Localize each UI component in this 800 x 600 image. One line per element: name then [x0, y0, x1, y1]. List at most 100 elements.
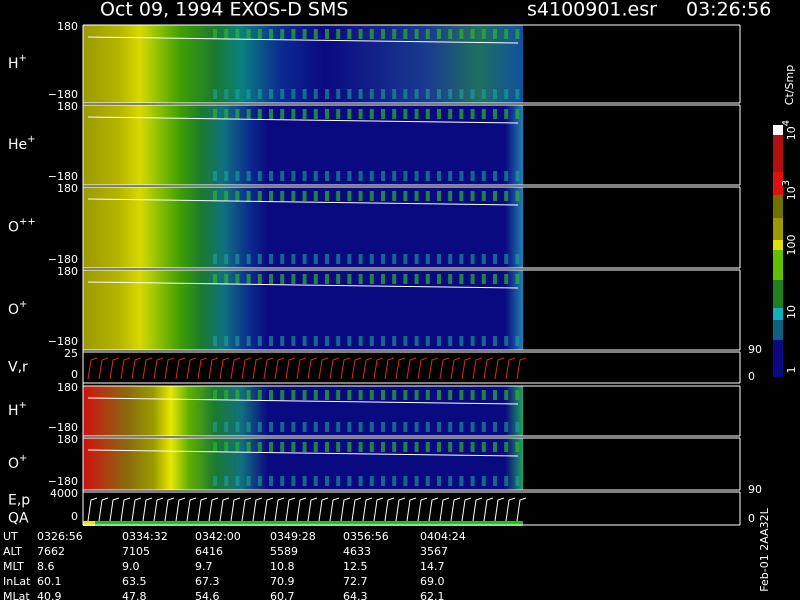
spectrogram-streak: [437, 109, 441, 119]
colorbar-swatch: [773, 172, 783, 195]
spectrogram-streak: [246, 171, 251, 181]
spectrogram-streak: [347, 89, 352, 99]
spectrogram-streak: [246, 89, 251, 99]
spectrogram-streak: [302, 254, 307, 264]
spectrogram-streak: [257, 336, 262, 346]
spectrogram-streak: [381, 442, 385, 452]
spectrogram-streak: [302, 171, 307, 181]
spectrogram-streak: [504, 191, 509, 201]
spectrogram-streak: [313, 29, 318, 39]
spectrogram-streak: [504, 476, 509, 486]
cell: 0349:28: [270, 530, 316, 543]
spectrogram-streak: [437, 442, 441, 452]
spectrogram-streak: [257, 390, 262, 400]
spectrogram-streak: [448, 274, 453, 284]
spectrogram-streak: [369, 422, 374, 432]
spectrogram-streak: [302, 422, 307, 432]
spectrogram-streak: [403, 336, 408, 346]
spectrogram-streak: [358, 171, 363, 181]
spectrogram-streak: [414, 109, 419, 119]
colorbar-swatch: [773, 340, 783, 377]
spectrogram-streak: [493, 171, 497, 181]
spectrogram-streak: [235, 390, 240, 400]
spectrogram-streak: [515, 171, 520, 181]
cell: 7662: [37, 545, 65, 558]
spectrogram-streak: [414, 274, 419, 284]
spectrogram-streak: [291, 191, 296, 201]
trace: [87, 357, 527, 380]
row-label: UT: [3, 530, 18, 543]
spectrogram-streak: [369, 336, 374, 346]
spectrogram-streak: [448, 390, 453, 400]
spectrogram-streak: [504, 171, 509, 181]
y2-tick-label: 0: [748, 512, 755, 525]
spectrogram-streak: [392, 274, 397, 284]
spectrogram-streak: [269, 191, 273, 201]
row-label: ALT: [3, 545, 22, 558]
panel-label: O++: [8, 217, 36, 236]
qa-bar: [95, 521, 523, 526]
panel-label-sup: +: [19, 299, 27, 310]
spectrogram-streak: [269, 109, 273, 119]
spectrogram-streak: [336, 390, 341, 400]
spectrogram-streak: [381, 109, 385, 119]
spectrogram-streak: [369, 254, 374, 264]
spectrogram-streak: [280, 442, 285, 452]
spectrogram-streak: [504, 422, 509, 432]
spectrogram-streak: [257, 171, 262, 181]
spectrogram-streak: [369, 29, 374, 39]
spectrogram-streak: [392, 476, 397, 486]
spectrogram-streak: [313, 254, 318, 264]
colorbar-label-base: 100: [785, 235, 798, 256]
spectrogram-streak: [302, 274, 307, 284]
colorbar-swatch: [773, 218, 783, 240]
y-tick-label: 180: [57, 20, 78, 33]
y2-tick-label: 0: [748, 370, 755, 383]
colorbar-label-base: 10: [785, 305, 798, 319]
spectrogram-streak: [369, 171, 374, 181]
spectrogram-streak: [425, 109, 430, 119]
panel-label-base: V,r: [8, 360, 28, 376]
colorbar-swatch: [773, 240, 783, 250]
spectrogram-streak: [336, 442, 341, 452]
spectrogram-streak: [235, 274, 240, 284]
row-label: InLat: [3, 575, 31, 588]
colorbar-label: 103: [781, 180, 798, 200]
spectrogram-streak: [381, 29, 385, 39]
spectrogram-streak: [313, 336, 318, 346]
spectrogram-streak: [347, 422, 352, 432]
spectrogram-streak: [313, 422, 318, 432]
spectrogram-streak: [213, 109, 217, 119]
spectrogram-streak: [459, 274, 464, 284]
spectrogram-streak: [493, 442, 497, 452]
spectrogram-streak: [459, 89, 464, 99]
spectrogram-streak: [414, 390, 419, 400]
panel-label: QA: [8, 511, 29, 527]
file-name: s4100901.esr: [527, 0, 657, 21]
spectrogram-streak: [213, 171, 217, 181]
spectrogram-streak: [481, 109, 486, 119]
cell: 5589: [270, 545, 298, 558]
spectrogram-streak: [403, 109, 408, 119]
spectrogram-streak: [235, 171, 240, 181]
spectrogram-streak: [481, 336, 486, 346]
cell: 69.0: [420, 575, 445, 588]
spectrogram-streak: [280, 254, 285, 264]
spectrogram-streak: [381, 476, 385, 486]
spectrogram-streak: [504, 442, 509, 452]
colorbar-label: 1: [785, 367, 798, 374]
y-tick-label: −180: [48, 88, 78, 101]
spectrogram-streak: [504, 336, 509, 346]
spectrogram-streak: [448, 109, 453, 119]
spectrogram-streak: [358, 476, 363, 486]
panel-label-base: O: [8, 456, 19, 472]
spectrogram-streak: [257, 29, 262, 39]
spectrogram-streak: [515, 191, 520, 201]
panel-label: H+: [8, 53, 27, 72]
spectrogram-streak: [459, 191, 464, 201]
spectrogram-streak: [280, 390, 285, 400]
panel-label: H+: [8, 400, 27, 419]
panel-label: O+: [8, 453, 27, 472]
y-tick-label: −180: [48, 253, 78, 266]
